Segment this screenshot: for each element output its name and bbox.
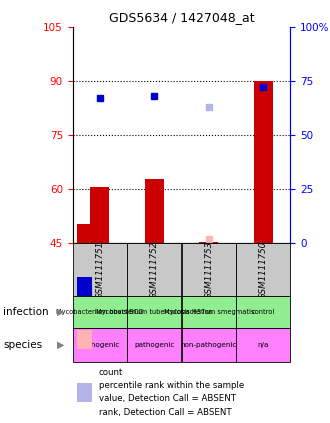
Bar bbox=[182, 296, 236, 328]
Text: GSM1111750: GSM1111750 bbox=[259, 241, 268, 299]
Bar bbox=[236, 328, 290, 362]
Text: GSM1111752: GSM1111752 bbox=[150, 241, 159, 299]
Bar bbox=[73, 296, 127, 328]
Text: GSM1111751: GSM1111751 bbox=[95, 241, 104, 299]
Bar bbox=[236, 296, 290, 328]
Text: ▶: ▶ bbox=[57, 307, 65, 317]
Text: count: count bbox=[99, 368, 123, 377]
Text: control: control bbox=[251, 309, 275, 315]
Bar bbox=[73, 328, 127, 362]
Bar bbox=[182, 328, 236, 362]
Title: GDS5634 / 1427048_at: GDS5634 / 1427048_at bbox=[109, 11, 254, 24]
Text: value, Detection Call = ABSENT: value, Detection Call = ABSENT bbox=[99, 394, 236, 404]
Bar bbox=[127, 243, 182, 296]
Bar bbox=[77, 277, 92, 296]
Bar bbox=[77, 383, 92, 402]
Bar bbox=[127, 296, 182, 328]
Text: Mycobacterium smegmatis: Mycobacterium smegmatis bbox=[164, 309, 254, 315]
Bar bbox=[199, 242, 218, 243]
Text: Mycobacterium tuberculosis H37ra: Mycobacterium tuberculosis H37ra bbox=[96, 309, 212, 315]
Bar bbox=[73, 243, 127, 296]
Bar bbox=[77, 330, 92, 349]
Text: Mycobacterium bovis BCG: Mycobacterium bovis BCG bbox=[56, 309, 144, 315]
Bar bbox=[236, 243, 290, 296]
Bar bbox=[182, 243, 236, 296]
Bar bbox=[145, 179, 164, 243]
Text: non-pathogenic: non-pathogenic bbox=[181, 342, 237, 348]
Text: infection: infection bbox=[3, 307, 49, 317]
Text: GSM1111753: GSM1111753 bbox=[204, 241, 213, 299]
Text: pathogenic: pathogenic bbox=[134, 342, 175, 348]
Text: rank, Detection Call = ABSENT: rank, Detection Call = ABSENT bbox=[99, 408, 231, 417]
Text: species: species bbox=[3, 340, 43, 350]
Bar bbox=[254, 81, 273, 243]
Text: percentile rank within the sample: percentile rank within the sample bbox=[99, 381, 244, 390]
Bar bbox=[127, 328, 182, 362]
Text: n/a: n/a bbox=[257, 342, 269, 348]
Text: pathogenic: pathogenic bbox=[80, 342, 120, 348]
Text: ▶: ▶ bbox=[57, 340, 65, 350]
Bar bbox=[90, 187, 109, 243]
Bar bbox=[77, 224, 92, 243]
